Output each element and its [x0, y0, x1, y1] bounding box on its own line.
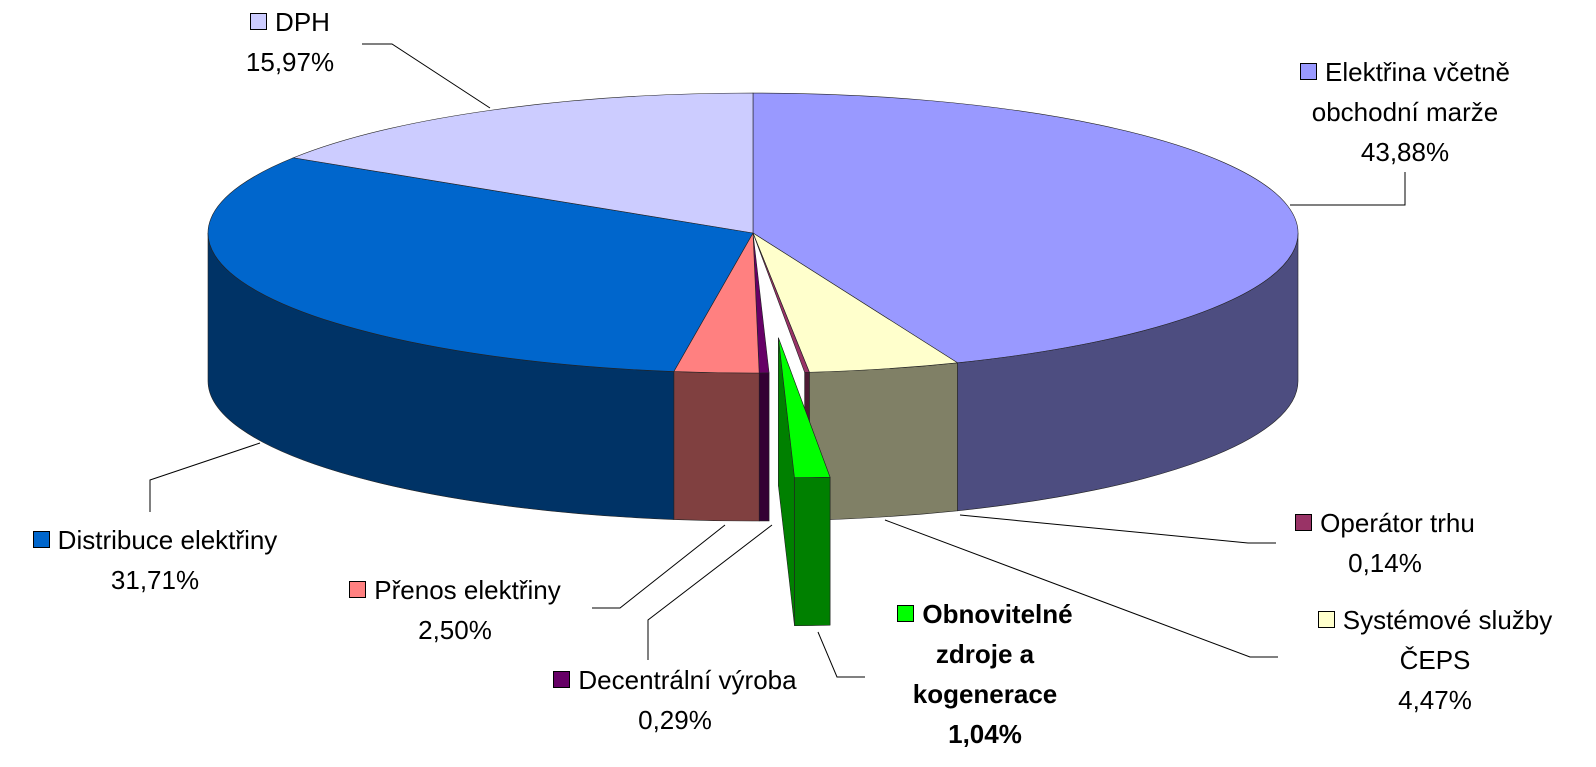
category-text: Přenos elektřiny: [374, 575, 561, 605]
slice-side: [809, 362, 958, 521]
data-label: Systémové služby ČEPS 4,47%: [1305, 600, 1565, 720]
leader-lines: [149, 43, 1406, 678]
category-text: Elektřina včetně obchodní marže: [1311, 57, 1510, 127]
slice-top: [778, 337, 831, 479]
category-label: Distribuce elektřiny: [0, 520, 325, 560]
legend-key: [1317, 611, 1335, 628]
slice-top: [207, 157, 754, 372]
leader-line: [959, 514, 1276, 544]
value-label: 43,88%: [1360, 137, 1450, 167]
slice-side: [794, 476, 831, 627]
category-label: Obnovitelné zdroje a kogenerace: [880, 594, 1090, 714]
value-label: 31,71%: [110, 565, 200, 595]
data-label: DPH 15,97%: [140, 2, 440, 82]
value-label: 4,47%: [1398, 685, 1472, 715]
data-label: Distribuce elektřiny 31,71%: [0, 520, 325, 600]
legend-key: [32, 531, 50, 548]
category-text: Systémové služby ČEPS: [1342, 605, 1553, 675]
data-label: Přenos elektřiny 2,50%: [295, 570, 615, 650]
value-label: 2,50%: [418, 615, 492, 645]
leader-line: [884, 519, 1278, 658]
legend-key: [250, 13, 268, 30]
leader-line: [647, 524, 773, 660]
value-label: 0,29%: [638, 705, 712, 735]
leader-line: [149, 442, 261, 512]
slice-side: [758, 372, 770, 522]
value-label: 15,97%: [245, 47, 335, 77]
data-label: Decentrální výroba 0,29%: [505, 660, 845, 740]
slice-top: [292, 92, 754, 234]
slice-top: [752, 92, 1299, 364]
category-text: DPH: [275, 7, 330, 37]
legend-key: [897, 605, 915, 622]
data-label: Obnovitelné zdroje a kogenerace 1,04%: [880, 594, 1090, 754]
category-label: Přenos elektřiny: [295, 570, 615, 610]
category-label: Elektřina včetně obchodní marže: [1275, 52, 1535, 132]
leader-line: [592, 524, 726, 609]
value-label: 0,14%: [1348, 548, 1422, 578]
value-label: 1,04%: [948, 719, 1022, 749]
leader-line: [1290, 172, 1406, 206]
slices: [207, 92, 1299, 627]
category-label: DPH: [140, 2, 440, 42]
leader-line: [817, 631, 865, 678]
legend-key: [349, 581, 367, 598]
category-text: Decentrální výroba: [578, 665, 797, 695]
category-text: Distribuce elektřiny: [57, 525, 278, 555]
category-text: Operátor trhu: [1320, 508, 1475, 538]
category-label: Decentrální výroba: [505, 660, 845, 700]
legend-key: [553, 671, 571, 688]
category-text: Obnovitelné zdroje a kogenerace: [912, 599, 1073, 709]
category-label: Systémové služby ČEPS: [1305, 600, 1565, 680]
data-label: Operátor trhu 0,14%: [1235, 503, 1535, 583]
slice-side: [673, 371, 760, 522]
legend-key: [1300, 63, 1317, 80]
category-label: Operátor trhu: [1235, 503, 1535, 543]
leader-line: [362, 43, 491, 109]
data-label: Elektřina včetně obchodní marže 43,88%: [1275, 52, 1535, 172]
slice-top: [752, 232, 810, 373]
legend-key: [1295, 514, 1313, 531]
